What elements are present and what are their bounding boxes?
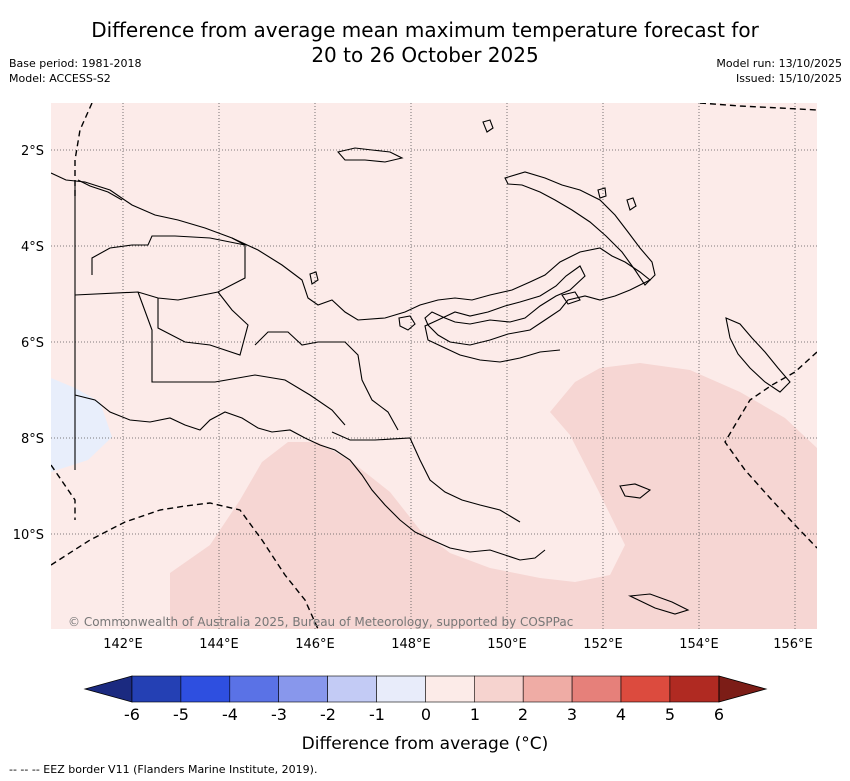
- lat-label: 8°S: [21, 432, 44, 447]
- lon-label: 142°E: [103, 637, 143, 652]
- eez-footnote: -- -- -- EEZ border V11 (Flanders Marine…: [9, 763, 318, 776]
- island: [561, 291, 581, 305]
- colorbar-cell: [229, 675, 280, 703]
- eez-borders: [51, 103, 817, 629]
- colorbar-cell: [131, 675, 182, 703]
- colorbar-tick: 3: [567, 705, 577, 724]
- colorbar-tick: 2: [518, 705, 528, 724]
- graticule: [51, 103, 817, 629]
- lon-label: 144°E: [199, 637, 239, 652]
- chart-title: Difference from average mean maximum tem…: [0, 18, 850, 68]
- lon-label: 154°E: [679, 637, 719, 652]
- lon-labels: 142°E 144°E 146°E 148°E 150°E 152°E 154°…: [103, 637, 813, 652]
- island: [627, 593, 690, 615]
- lon-label: 146°E: [295, 637, 335, 652]
- colorbar-tick: -5: [173, 705, 189, 724]
- lat-label: 4°S: [21, 240, 44, 255]
- lon-label: 152°E: [583, 637, 623, 652]
- title-line-1: Difference from average mean maximum tem…: [91, 18, 759, 42]
- lat-labels: 2°S 4°S 6°S 8°S 10°S: [13, 144, 44, 543]
- lat-label: 6°S: [21, 336, 44, 351]
- island: [309, 271, 319, 285]
- island: [398, 315, 416, 331]
- lon-label: 150°E: [487, 637, 527, 652]
- colorbar-tick: -4: [222, 705, 238, 724]
- colorbar-cell: [571, 675, 622, 703]
- colorbar-cell: [425, 675, 475, 703]
- colorbar: -6 -5 -4 -3 -2 -1 0 1 2 3 4 5 6 Differen…: [83, 675, 768, 754]
- colorbar-tick: -6: [124, 705, 140, 724]
- map-credit: © Commonwealth of Australia 2025, Bureau…: [68, 615, 573, 629]
- lat-label: 2°S: [21, 144, 44, 159]
- province-border: [74, 235, 521, 523]
- colorbar-right-arrow: [718, 675, 768, 703]
- colorbar-cell: [278, 675, 328, 703]
- island: [619, 483, 652, 499]
- colorbar-cell: [376, 675, 426, 703]
- colorbar-tick: 6: [714, 705, 724, 724]
- meta-left: Base period: 1981-2018 Model: ACCESS-S2: [9, 56, 141, 86]
- colorbar-tick: 1: [470, 705, 480, 724]
- island: [626, 197, 637, 211]
- colorbar-cell: [473, 675, 524, 703]
- lat-label: 10°S: [13, 528, 44, 543]
- colorbar-left-arrow: [83, 675, 133, 703]
- model-name: Model: ACCESS-S2: [9, 72, 111, 85]
- lon-label: 156°E: [773, 637, 813, 652]
- colorbar-cell: [327, 675, 377, 703]
- lon-label: 148°E: [391, 637, 431, 652]
- south-coast: [74, 394, 546, 561]
- island: [482, 119, 494, 133]
- mainland-coast: [51, 172, 652, 363]
- colorbar-tick: 4: [616, 705, 626, 724]
- issued-date: Issued: 15/10/2025: [735, 72, 842, 85]
- title-line-2: 20 to 26 October 2025: [311, 43, 539, 67]
- island: [597, 187, 607, 199]
- colorbar-cell: [669, 675, 720, 703]
- bougainville: [725, 317, 791, 393]
- colorbar-cell: [620, 675, 671, 703]
- manus-island: [336, 147, 404, 163]
- meta-right: Model run: 13/10/2025 Issued: 15/10/2025: [716, 56, 842, 86]
- model-run: Model run: 13/10/2025: [716, 57, 842, 70]
- colorbar-tick: -1: [369, 705, 385, 724]
- colorbar-tick: -3: [271, 705, 287, 724]
- coastlines: [51, 119, 791, 615]
- colorbar-cell: [522, 675, 573, 703]
- colorbar-tick: 5: [665, 705, 675, 724]
- colorbar-tick: -2: [320, 705, 336, 724]
- colorbar-label: Difference from average (°C): [302, 734, 549, 754]
- base-period: Base period: 1981-2018: [9, 57, 142, 70]
- colorbar-tick: 0: [421, 705, 431, 724]
- anomaly-region-1-2: [170, 363, 817, 629]
- north-coast-west: [77, 179, 123, 201]
- new-britain: [504, 171, 656, 286]
- colorbar-cell: [180, 675, 231, 703]
